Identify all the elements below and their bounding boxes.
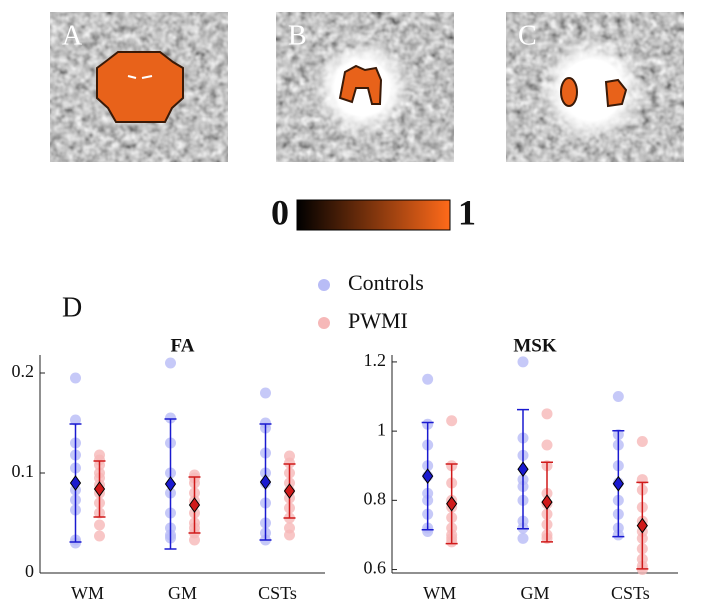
legend-marker <box>318 279 330 291</box>
y-tick-label: 0.2 <box>12 361 35 381</box>
panel-label: D <box>62 292 82 323</box>
y-tick-label: 0 <box>25 561 34 581</box>
y-tick-label: 1 <box>377 419 386 439</box>
colorbar-tick-label: 0 <box>271 192 289 232</box>
data-point <box>613 391 624 402</box>
data-point <box>542 408 553 419</box>
chart-title: MSK <box>513 335 557 356</box>
mean-marker <box>518 462 528 476</box>
legend-marker <box>318 317 330 329</box>
x-tick-label: WM <box>423 583 456 603</box>
panel-label: B <box>288 20 307 51</box>
data-point <box>165 358 176 369</box>
chart-title: FA <box>171 335 195 356</box>
legend-label: PWMI <box>348 308 408 333</box>
mean-marker <box>423 469 433 483</box>
x-tick-label: WM <box>71 583 104 603</box>
data-point <box>94 520 105 531</box>
y-tick-label: 0.1 <box>12 461 35 481</box>
panel-label: C <box>518 20 537 51</box>
x-tick-label: CSTs <box>258 583 297 603</box>
data-point <box>189 535 200 546</box>
data-point <box>542 439 553 450</box>
data-point <box>70 373 81 384</box>
y-tick-label: 0.8 <box>364 488 387 508</box>
data-point <box>518 533 529 544</box>
data-point <box>260 388 271 399</box>
data-point <box>637 436 648 447</box>
panel-label: A <box>62 20 83 51</box>
figure: A B C D 0 1 Controls PWMI FA 0 0.1 0.2 WM GM CSTs M… <box>0 0 705 608</box>
page: {"panels": {"labels": ["A", "B", "C", "D… <box>0 0 705 608</box>
data-point <box>94 531 105 542</box>
data-point <box>518 356 529 367</box>
x-tick-label: CSTs <box>611 583 650 603</box>
colorbar <box>297 200 450 230</box>
data-point <box>446 415 457 426</box>
x-tick-label: GM <box>168 583 197 603</box>
y-tick-label: 1.2 <box>364 350 387 370</box>
y-tick-label: 0.6 <box>364 558 387 578</box>
legend-label: Controls <box>348 270 424 295</box>
x-tick-label: GM <box>520 583 549 603</box>
data-point <box>422 374 433 385</box>
colorbar-tick-label: 1 <box>458 192 476 232</box>
data-point <box>284 530 295 541</box>
